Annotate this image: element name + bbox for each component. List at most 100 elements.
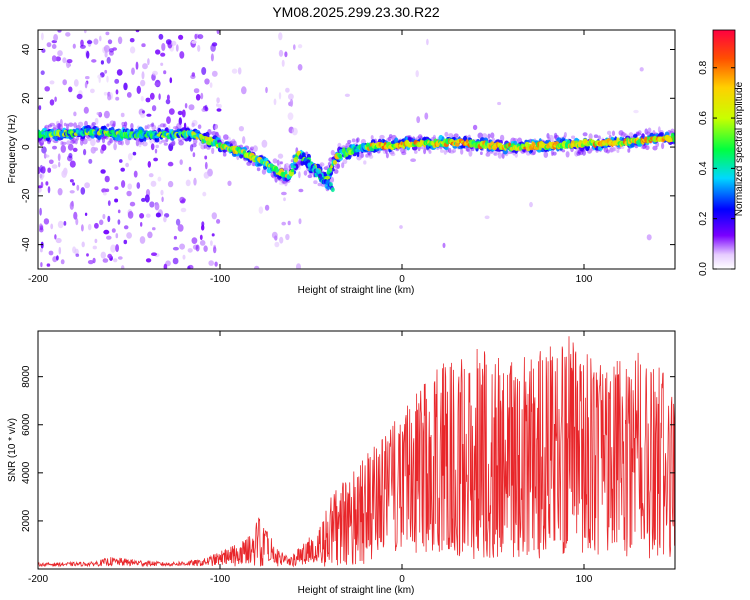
heatmap-noise-cell — [158, 33, 164, 40]
heatmap-noise-cell — [344, 93, 350, 98]
heatmap-noise-cell — [298, 171, 301, 179]
heatmap-noise-cell — [264, 204, 270, 211]
heatmap-noise-cell — [150, 180, 157, 187]
heatmap-noise-cell — [94, 238, 98, 244]
heatmap-noise-cell — [106, 56, 111, 64]
heatmap-ridge-cell — [414, 150, 418, 154]
colorbar-tick-label: 0.4 — [698, 161, 709, 175]
heatmap-ridge-cell — [499, 134, 505, 142]
heatmap-ridge-cell — [279, 161, 284, 165]
heatmap-noise-cell — [141, 197, 146, 202]
heatmap-noise-cell — [193, 177, 197, 186]
heatmap-ridge-cell — [514, 152, 518, 158]
heatmap-ridge-cell — [597, 135, 601, 140]
heatmap-ridge-cell — [151, 124, 157, 131]
heatmap-noise-cell — [103, 45, 110, 53]
heatmap-noise-cell — [94, 222, 99, 229]
heatmap-ridge-cell — [672, 135, 675, 143]
heatmap-noise-cell — [216, 108, 222, 112]
heatmap-noise-cell — [155, 144, 159, 149]
heatmap-noise-cell — [61, 170, 67, 178]
heatmap-noise-cell — [99, 219, 104, 226]
heatmap-ridge-cell — [290, 168, 295, 173]
heatmap-noise-cell — [140, 222, 143, 227]
y-tick-label: 20 — [21, 92, 32, 104]
heatmap-noise-cell — [126, 190, 132, 197]
heatmap-noise-cell — [472, 124, 478, 131]
heatmap-noise-cell — [291, 127, 298, 136]
heatmap-noise-cell — [46, 263, 51, 267]
heatmap-noise-cell — [129, 38, 135, 43]
x-tick-label: 0 — [399, 574, 405, 585]
spectrogram-x-axis-label: Height of straight line (km) — [298, 285, 415, 296]
heatmap-ridge-cell — [652, 145, 658, 151]
heatmap-ridge-cell — [501, 152, 505, 159]
snr-frame — [37, 330, 676, 570]
spectrogram-frame — [37, 29, 676, 270]
heatmap-noise-cell — [103, 229, 110, 235]
heatmap-ridge-cell — [342, 159, 348, 165]
heatmap-ridge-cell — [440, 149, 444, 153]
heatmap-ridge-cell — [125, 138, 130, 146]
heatmap-noise-cell — [90, 138, 96, 147]
heatmap-noise-cell — [160, 189, 164, 196]
heatmap-noise-cell — [241, 86, 247, 95]
heatmap-ridge-cell — [616, 149, 620, 153]
heatmap-noise-cell — [194, 33, 198, 40]
heatmap-noise-cell — [191, 237, 198, 245]
heatmap-noise-cell — [100, 60, 104, 65]
heatmap-noise-cell — [40, 248, 43, 253]
chart-title: YM08.2025.299.23.30.R22 — [272, 4, 440, 20]
heatmap-noise-cell — [107, 215, 111, 223]
heatmap-noise-cell — [254, 265, 260, 269]
heatmap-ridge-cell — [370, 135, 374, 140]
heatmap-noise-cell — [217, 103, 222, 109]
heatmap-noise-cell — [163, 70, 167, 75]
heatmap-noise-cell — [101, 188, 107, 193]
heatmap-ridge-cell — [66, 140, 71, 145]
heatmap-noise-cell — [39, 225, 44, 231]
heatmap-noise-cell — [210, 43, 216, 52]
heatmap-noise-cell — [107, 39, 113, 45]
heatmap-noise-cell — [62, 79, 67, 86]
heatmap-noise-cell — [84, 30, 87, 34]
heatmap-branch-cell — [307, 162, 312, 168]
heatmap-noise-cell — [141, 43, 146, 48]
heatmap-noise-cell — [104, 175, 110, 183]
heatmap-noise-cell — [146, 113, 152, 117]
heatmap-noise-cell — [57, 188, 63, 196]
heatmap-noise-cell — [216, 97, 220, 104]
heatmap-noise-cell — [152, 227, 156, 231]
heatmap-ridge-cell — [222, 149, 227, 153]
heatmap-noise-cell — [261, 139, 268, 148]
heatmap-noise-cell — [55, 56, 61, 62]
heatmap-noise-cell — [274, 241, 280, 248]
heatmap-noise-cell — [175, 218, 181, 226]
heatmap-ridge-cell — [120, 140, 124, 146]
heatmap-noise-cell — [163, 263, 168, 269]
heatmap-noise-cell — [47, 186, 51, 194]
heatmap-noise-cell — [100, 251, 107, 259]
heatmap-noise-cell — [49, 99, 55, 106]
heatmap-noise-cell — [195, 244, 200, 252]
heatmap-noise-cell — [177, 224, 184, 232]
heatmap-noise-cell — [114, 198, 119, 203]
heatmap-noise-cell — [45, 181, 49, 186]
heatmap-ridge-cell — [45, 136, 50, 141]
heatmap-noise-cell — [50, 223, 54, 230]
heatmap-noise-cell — [284, 51, 288, 58]
heatmap-noise-cell — [129, 201, 136, 207]
x-tick-label: -100 — [210, 574, 230, 585]
heatmap-noise-cell — [204, 104, 208, 112]
heatmap-noise-cell — [119, 159, 123, 163]
heatmap-ridge-cell — [670, 128, 675, 134]
heatmap-noise-cell — [47, 167, 52, 173]
heatmap-noise-cell — [145, 258, 152, 263]
heatmap-noise-cell — [81, 241, 85, 248]
heatmap-noise-cell — [100, 169, 106, 174]
heatmap-noise-cell — [281, 59, 285, 67]
heatmap-noise-cell — [102, 213, 106, 220]
x-tick-label: 100 — [576, 574, 593, 585]
heatmap-noise-cell — [278, 92, 282, 100]
heatmap-noise-cell — [83, 148, 87, 156]
